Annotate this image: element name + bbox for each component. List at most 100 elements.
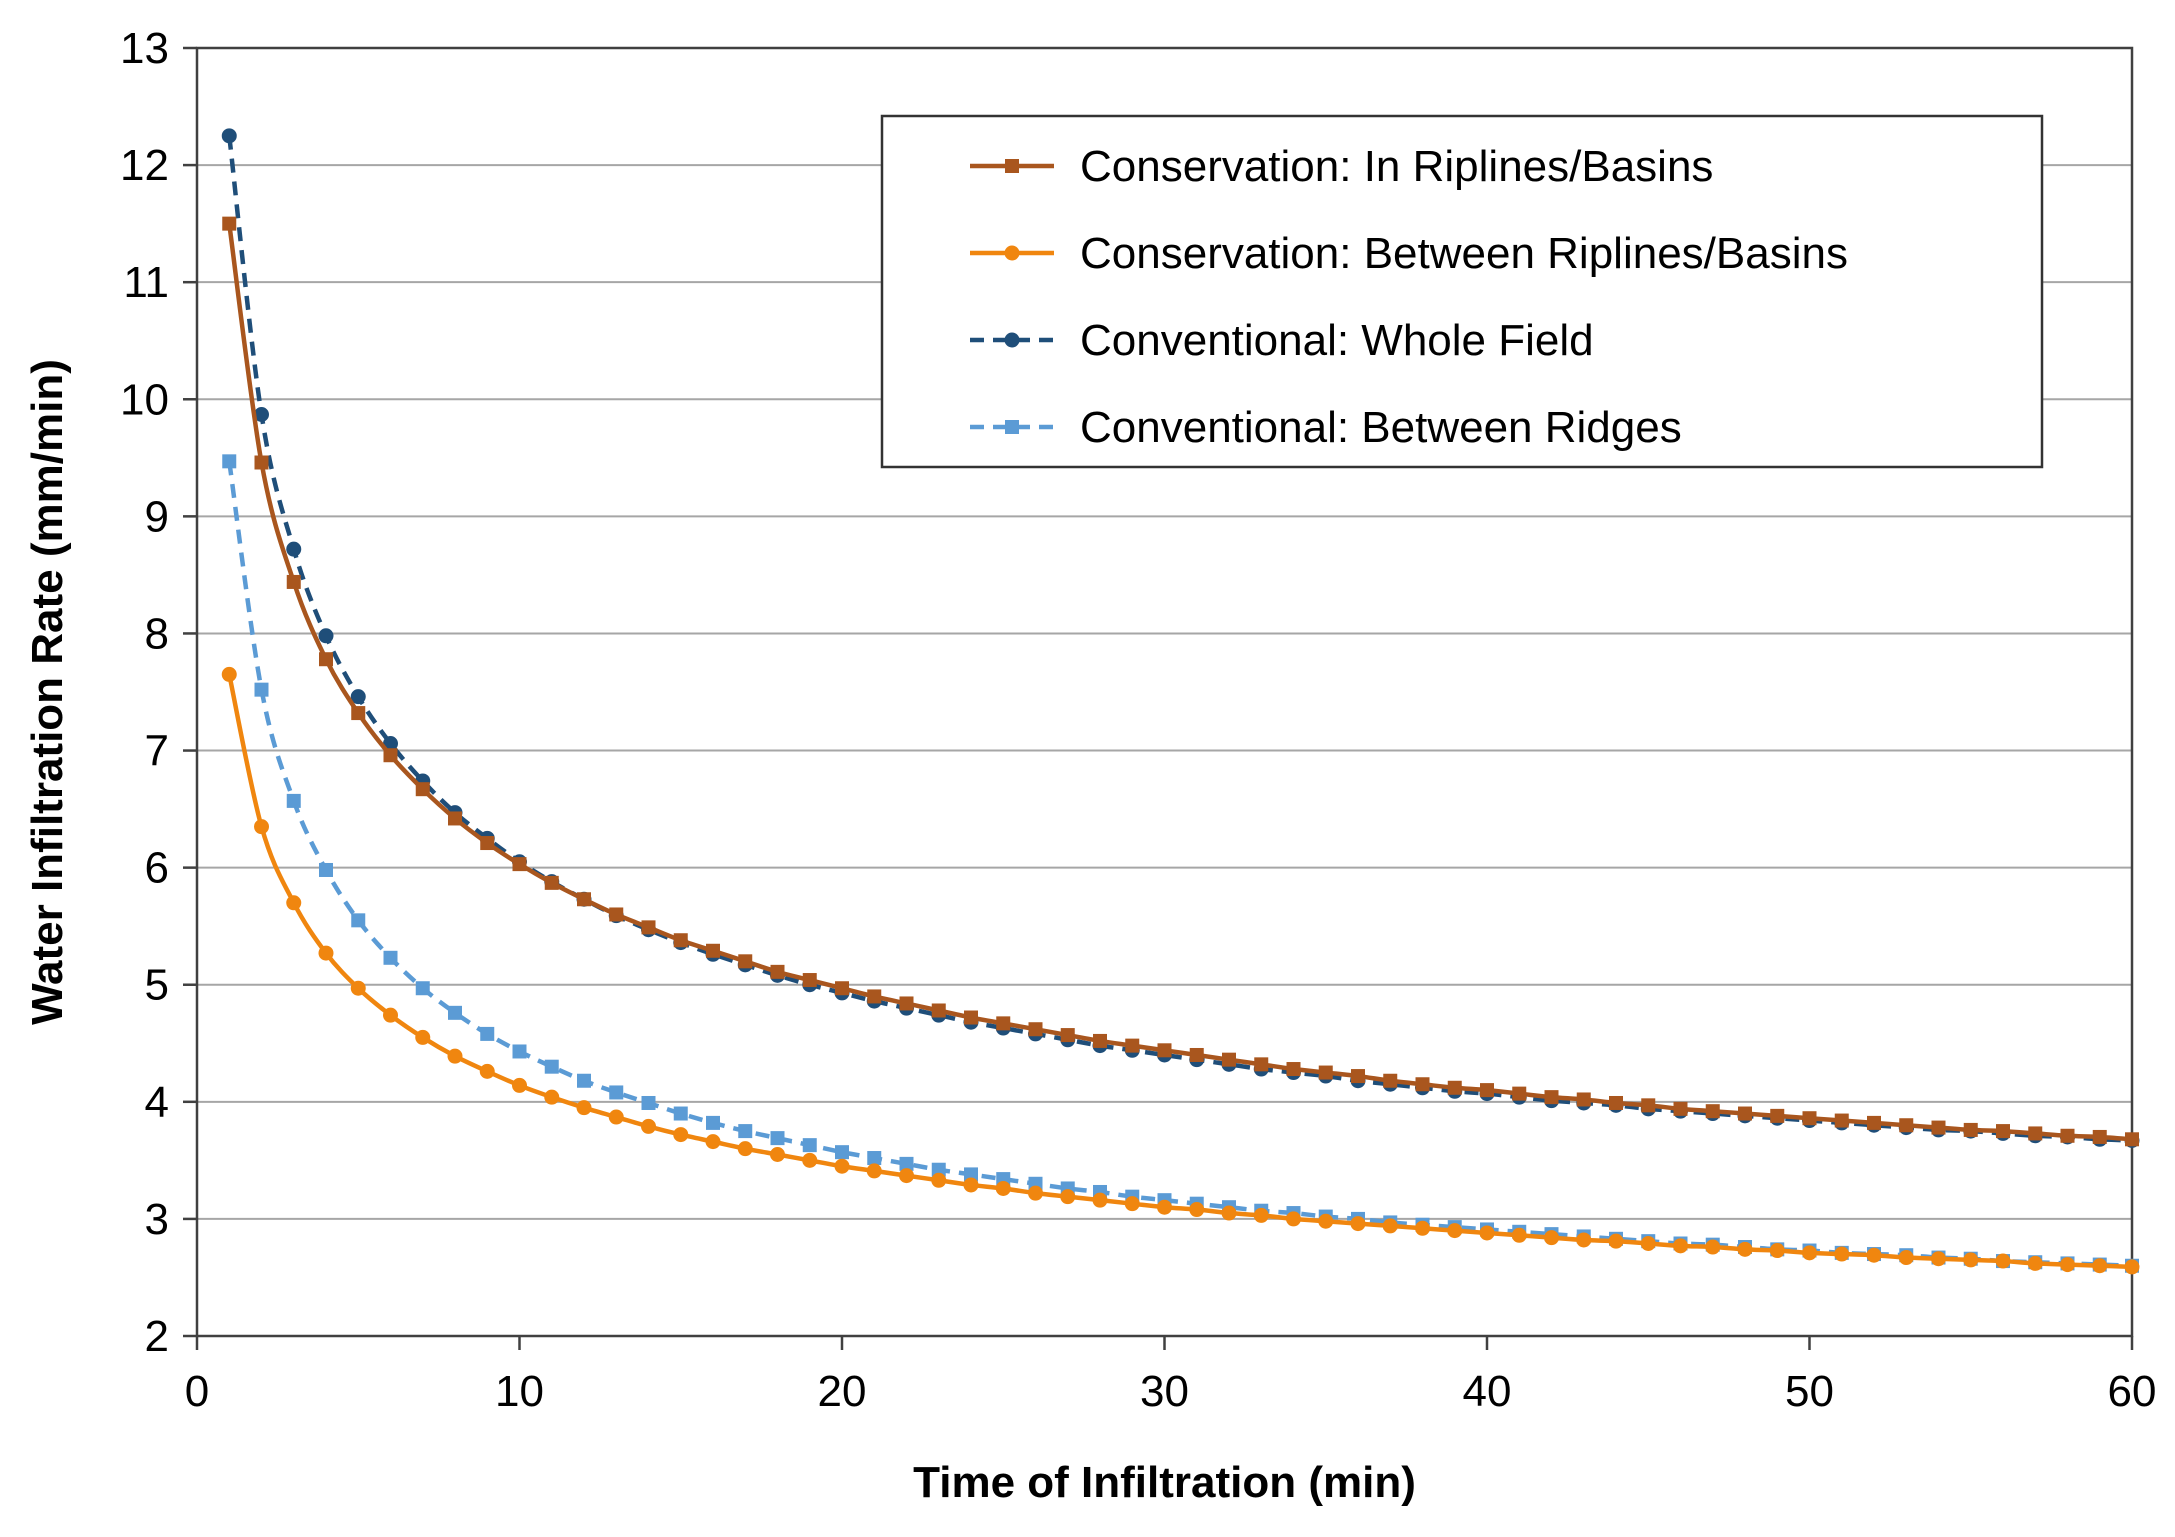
data-point: [2027, 1255, 2043, 1271]
data-point: [576, 1100, 592, 1116]
data-point: [673, 1106, 688, 1121]
data-point: [448, 811, 462, 826]
series-conservation-in-riplines-basins: [222, 216, 2139, 1147]
data-point: [1480, 1083, 1494, 1098]
data-point: [867, 1151, 882, 1166]
y-tick-label: 13: [120, 24, 169, 73]
legend-swatch-marker: [1004, 332, 1020, 348]
x-tick-label: 10: [495, 1367, 544, 1416]
data-point: [1931, 1120, 1946, 1135]
data-point: [1544, 1230, 1559, 1246]
data-point: [1382, 1218, 1398, 1234]
data-point: [1512, 1086, 1527, 1101]
data-point: [738, 1124, 753, 1139]
y-tick-label: 8: [145, 609, 169, 658]
data-point: [1254, 1057, 1269, 1072]
data-point: [448, 1005, 462, 1020]
y-tick-label: 6: [145, 844, 169, 893]
legend: Conservation: In Riplines/Basins Conserva…: [880, 114, 2044, 469]
data-point: [1544, 1090, 1559, 1105]
data-point: [254, 455, 269, 470]
data-point: [254, 819, 269, 835]
x-axis-title: Time of Infiltration (min): [913, 1458, 1416, 1507]
data-point: [1415, 1220, 1430, 1236]
y-tick-label: 10: [120, 375, 169, 424]
data-point: [996, 1016, 1011, 1031]
data-point: [641, 1118, 656, 1134]
legend-label: Conservation: In Riplines/Basins: [1080, 142, 1713, 191]
data-point: [1576, 1092, 1591, 1107]
legend-label: Conventional: Whole Field: [1080, 316, 1594, 365]
data-point: [1705, 1239, 1721, 1255]
data-point: [222, 454, 237, 469]
data-point: [608, 1109, 624, 1125]
data-point: [802, 1152, 818, 1168]
x-tick-label: 40: [1463, 1367, 1512, 1416]
data-point: [1770, 1108, 1785, 1123]
data-point: [1641, 1098, 1656, 1113]
data-point: [1996, 1124, 2010, 1139]
y-tick-label: 5: [145, 961, 169, 1010]
data-point: [1447, 1080, 1462, 1095]
data-point: [2125, 1132, 2139, 1147]
data-point: [1511, 1227, 1527, 1243]
data-point: [1769, 1243, 1785, 1259]
data-point: [544, 1089, 560, 1105]
legend-item: Conventional: Whole Field: [970, 316, 1594, 365]
data-point: [673, 1127, 689, 1143]
data-point: [1963, 1122, 1978, 1137]
data-point: [512, 857, 527, 872]
data-point: [1866, 1247, 1882, 1263]
data-point: [1221, 1205, 1237, 1221]
data-point: [254, 682, 269, 697]
data-point: [1834, 1113, 1849, 1128]
data-point: [1060, 1189, 1076, 1205]
data-point: [1640, 1235, 1656, 1251]
y-tick-label: 9: [145, 492, 169, 541]
data-point: [899, 1156, 914, 1171]
data-point: [480, 836, 495, 851]
data-point: [1125, 1038, 1140, 1053]
data-point: [641, 920, 656, 935]
data-point: [609, 1085, 624, 1100]
data-point: [415, 981, 430, 996]
x-tick-label: 20: [818, 1367, 867, 1416]
data-point: [1318, 1213, 1334, 1229]
data-point: [1609, 1095, 1623, 1110]
data-point: [512, 1044, 527, 1059]
data-point: [351, 706, 366, 721]
x-tick-label: 60: [2108, 1367, 2157, 1416]
data-point: [1931, 1251, 1946, 1267]
data-point: [2124, 1259, 2140, 1275]
data-point: [835, 981, 849, 996]
data-point: [1415, 1077, 1430, 1092]
data-point: [931, 1172, 947, 1188]
x-axis-ticks: 0 10 20 30 40 50 60: [185, 1336, 2157, 1416]
data-point: [1576, 1232, 1592, 1248]
data-point: [1867, 1115, 1881, 1130]
data-point: [1124, 1196, 1140, 1212]
y-axis-title: Water Infiltration Rate (mm/min): [23, 359, 72, 1025]
data-point: [1286, 1211, 1301, 1227]
data-point: [770, 964, 785, 979]
legend-swatch-marker: [1005, 159, 1019, 173]
data-point: [867, 989, 882, 1004]
data-point: [318, 628, 334, 644]
data-point: [1028, 1022, 1043, 1037]
data-point: [286, 895, 302, 911]
data-point: [1157, 1043, 1172, 1058]
data-point: [2092, 1129, 2107, 1144]
data-point: [834, 1158, 850, 1174]
y-tick-label: 2: [145, 1312, 169, 1361]
data-point: [1060, 1028, 1075, 1043]
data-point: [577, 1073, 591, 1088]
data-point: [706, 943, 720, 958]
data-point: [899, 1168, 914, 1184]
data-point: [2092, 1258, 2108, 1274]
series-conservation-between-riplines-basins: [221, 666, 2140, 1275]
data-point: [1351, 1069, 1365, 1084]
data-point: [351, 913, 366, 928]
data-point: [641, 1095, 656, 1110]
data-point: [1479, 1225, 1495, 1241]
